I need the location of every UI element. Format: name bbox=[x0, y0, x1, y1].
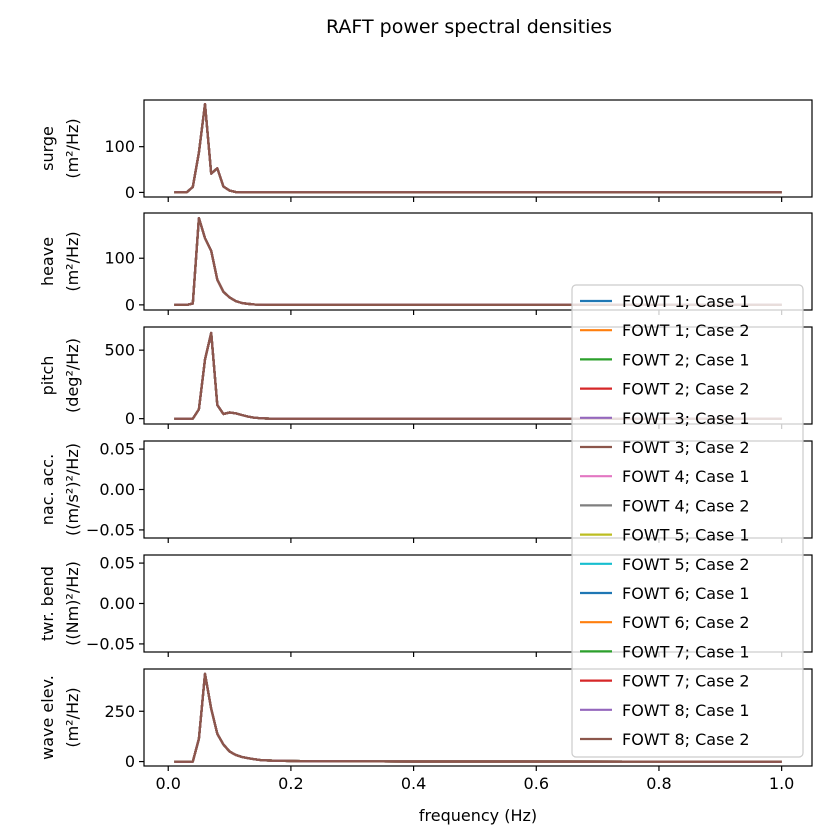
y-tick-label: 0 bbox=[125, 183, 135, 202]
legend: FOWT 1; Case 1 FOWT 1; Case 2 FOWT 2; Case… bbox=[571, 284, 804, 758]
legend-label: FOWT 5; Case 1 bbox=[622, 526, 750, 545]
series-line-12 bbox=[174, 102, 782, 194]
series-line-7 bbox=[174, 102, 782, 194]
y-tick-label: 100 bbox=[104, 249, 135, 268]
legend-entry: FOWT 3; Case 1 bbox=[580, 409, 750, 428]
series-line-2 bbox=[174, 102, 782, 194]
y-axis-label: heave bbox=[38, 237, 57, 286]
y-tick-label: 500 bbox=[104, 341, 135, 360]
x-tick-label: 0.4 bbox=[401, 774, 426, 793]
subplot-2: 0 100 heave (m²/Hz) bbox=[38, 212, 813, 315]
series-line-1 bbox=[174, 102, 782, 194]
legend-entry: FOWT 3; Case 2 bbox=[580, 438, 750, 457]
legend-label: FOWT 1; Case 2 bbox=[622, 321, 750, 340]
legend-label: FOWT 7; Case 2 bbox=[622, 672, 750, 691]
series-line-16 bbox=[174, 217, 782, 306]
y-tick-label: 0.05 bbox=[99, 440, 135, 459]
subplot-3: 0 500 pitch (deg²/Hz) bbox=[38, 326, 813, 429]
legend-entry: FOWT 2; Case 1 bbox=[580, 350, 750, 369]
series-line-4 bbox=[174, 102, 782, 194]
y-axis-label: surge bbox=[38, 126, 57, 171]
series-line-8 bbox=[174, 102, 782, 194]
legend-entry: FOWT 2; Case 2 bbox=[580, 380, 750, 399]
y-axis-unit: (m²/Hz) bbox=[63, 687, 82, 747]
legend-box bbox=[571, 284, 804, 758]
subplot-6: 0 250 0.0 0.2 0.4 0.6 0.8 1.0 wave elev. (m²/Hz) bbox=[38, 668, 813, 793]
axes-frame bbox=[143, 668, 813, 767]
legend-entry: FOWT 1; Case 1 bbox=[580, 292, 750, 311]
legend-label: FOWT 5; Case 2 bbox=[622, 555, 750, 574]
series-line-14 bbox=[174, 102, 782, 194]
legend-entry: FOWT 7; Case 1 bbox=[580, 642, 750, 661]
legend-entry: FOWT 1; Case 2 bbox=[580, 321, 750, 340]
x-tick-label: 0.6 bbox=[524, 774, 549, 793]
x-tick-label: 0.2 bbox=[278, 774, 303, 793]
y-tick-label: 100 bbox=[104, 137, 135, 156]
y-tick-label: 0.05 bbox=[99, 554, 135, 573]
legend-label: FOWT 8; Case 2 bbox=[622, 730, 750, 749]
series-line-5 bbox=[174, 102, 782, 194]
legend-entry: FOWT 5; Case 1 bbox=[580, 526, 750, 545]
y-tick-label: 0.00 bbox=[99, 594, 135, 613]
series-line-3 bbox=[174, 102, 782, 194]
legend-entry: FOWT 7; Case 2 bbox=[580, 672, 750, 691]
x-tick-label: 0.0 bbox=[156, 774, 181, 793]
axes-frame bbox=[143, 99, 813, 198]
series-line-16 bbox=[174, 331, 782, 420]
y-axis-label: nac. acc. bbox=[38, 454, 57, 525]
y-axis-unit: (m²/Hz) bbox=[63, 118, 82, 178]
legend-label: FOWT 3; Case 1 bbox=[622, 409, 750, 428]
legend-label: FOWT 1; Case 1 bbox=[622, 292, 750, 311]
legend-label: FOWT 2; Case 1 bbox=[622, 350, 750, 369]
legend-entry: FOWT 4; Case 2 bbox=[580, 496, 750, 515]
series-line-11 bbox=[174, 102, 782, 194]
x-axis-label: frequency (Hz) bbox=[419, 806, 537, 825]
subplot-4: 0.05 0.00 −0.05 nac. acc. ((m/s²)²/Hz) bbox=[38, 440, 813, 543]
legend-label: FOWT 7; Case 1 bbox=[622, 642, 750, 661]
chart-title: RAFT power spectral densities bbox=[326, 16, 612, 38]
legend-label: FOWT 2; Case 2 bbox=[622, 380, 750, 399]
y-tick-label: 250 bbox=[104, 702, 135, 721]
y-axis-label: twr. bend bbox=[38, 566, 57, 641]
y-tick-label: −0.05 bbox=[86, 634, 135, 653]
y-tick-label: 0 bbox=[125, 752, 135, 771]
legend-label: FOWT 3; Case 2 bbox=[622, 438, 750, 457]
legend-label: FOWT 6; Case 1 bbox=[622, 584, 750, 603]
x-tick-label: 1.0 bbox=[769, 774, 794, 793]
y-tick-label: 0 bbox=[125, 295, 135, 314]
subplot-1: 0 100 surge (m²/Hz) bbox=[38, 99, 813, 202]
y-axis-unit: (deg²/Hz) bbox=[63, 338, 82, 413]
y-tick-label: −0.05 bbox=[86, 520, 135, 539]
legend-label: FOWT 4; Case 1 bbox=[622, 467, 750, 486]
legend-entry: FOWT 8; Case 1 bbox=[580, 701, 750, 720]
legend-entry: FOWT 4; Case 1 bbox=[580, 467, 750, 486]
y-axis-unit: ((m/s²)²/Hz) bbox=[63, 443, 82, 536]
legend-label: FOWT 4; Case 2 bbox=[622, 496, 750, 515]
y-axis-unit: (m²/Hz) bbox=[63, 231, 82, 291]
series-line-16 bbox=[174, 672, 782, 763]
subplot-5: 0.05 0.00 −0.05 twr. bend ((Nm)²/Hz) bbox=[38, 554, 813, 657]
series-line-15 bbox=[174, 102, 782, 194]
series-line-10 bbox=[174, 102, 782, 194]
series-line-13 bbox=[174, 102, 782, 194]
x-tick-label: 0.8 bbox=[646, 774, 671, 793]
series-line-16 bbox=[174, 102, 782, 194]
y-tick-label: 0 bbox=[125, 409, 135, 428]
axes-frame bbox=[143, 326, 813, 425]
axes-frame bbox=[143, 212, 813, 311]
y-tick-label: 0.00 bbox=[99, 480, 135, 499]
legend-entry: FOWT 6; Case 1 bbox=[580, 584, 750, 603]
legend-label: FOWT 8; Case 1 bbox=[622, 701, 750, 720]
legend-entry: FOWT 6; Case 2 bbox=[580, 613, 750, 632]
legend-entry: FOWT 8; Case 2 bbox=[580, 730, 750, 749]
legend-label: FOWT 6; Case 2 bbox=[622, 613, 750, 632]
y-axis-label: wave elev. bbox=[38, 675, 57, 760]
y-axis-unit: ((Nm)²/Hz) bbox=[63, 561, 82, 646]
series-line-9 bbox=[174, 102, 782, 194]
series-line-6 bbox=[174, 102, 782, 194]
legend-entry: FOWT 5; Case 2 bbox=[580, 555, 750, 574]
y-axis-label: pitch bbox=[38, 356, 57, 396]
